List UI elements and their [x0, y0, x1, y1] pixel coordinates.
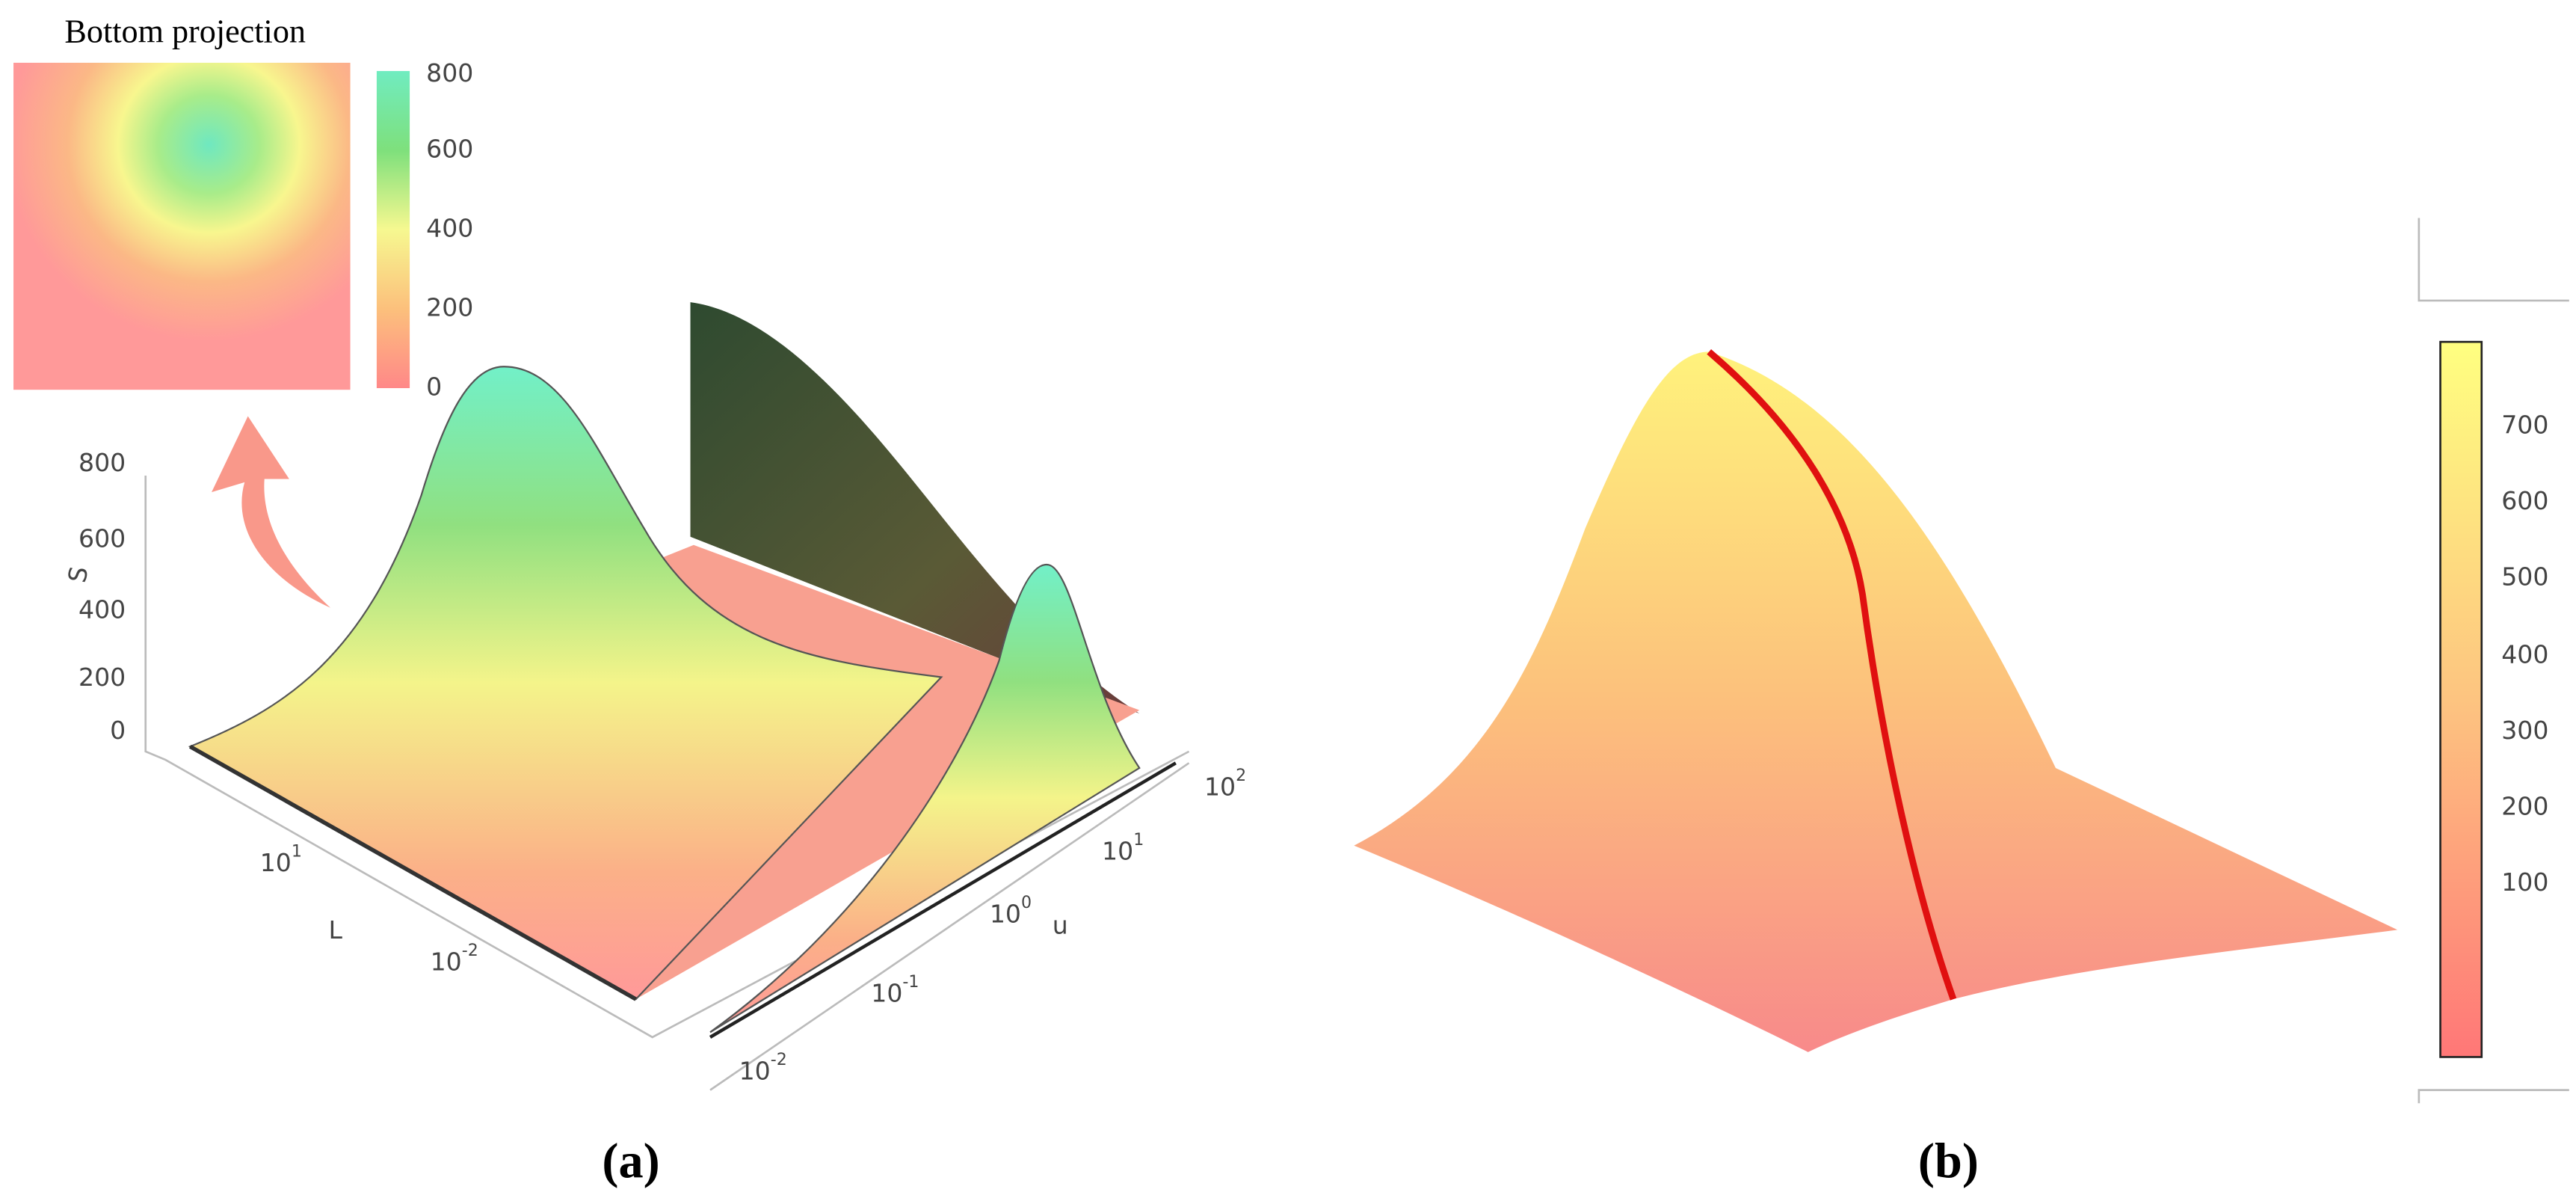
colorbar-tick: 600 [2501, 486, 2548, 515]
colorbar-tick: 600 [426, 134, 473, 163]
ridge-line [1707, 349, 1957, 1001]
colorbar-tick: 100 [2501, 867, 2548, 897]
colorbar-tick: 200 [426, 292, 473, 322]
u-tick: 100 [990, 894, 1032, 928]
colorbar-tick: 300 [2501, 716, 2548, 745]
s-tick: 600 [78, 524, 126, 553]
u-tick: 101 [1102, 831, 1144, 865]
panel-label: (b) [1918, 1134, 1979, 1188]
frame [2418, 218, 2569, 1104]
arrow [212, 416, 331, 608]
colorbar [2439, 340, 2483, 1058]
l-tick: 10-2 [431, 942, 478, 976]
colorbar-tick: 0 [426, 372, 442, 401]
l-tick: 101 [260, 843, 302, 877]
u-tick: 10-1 [871, 973, 919, 1007]
surface [188, 366, 943, 1001]
u-label: u [1053, 910, 1068, 939]
inset-title: Bottom projection [64, 13, 306, 50]
colorbar-tick: 500 [2501, 562, 2548, 591]
u-tick: 10-2 [739, 1051, 787, 1085]
back-projection [690, 302, 1140, 714]
s-tick: 800 [78, 448, 126, 477]
s-tick: 400 [78, 595, 126, 624]
colorbar-tick: 800 [426, 58, 473, 87]
colorbar-tick: 200 [2501, 791, 2548, 820]
s-label: S [62, 564, 93, 584]
s-tick: 200 [78, 663, 126, 692]
small-surface [709, 564, 1141, 1033]
surface [1354, 351, 2398, 1052]
u-tick: 102 [1204, 767, 1246, 801]
panel-label: (a) [602, 1134, 659, 1188]
inset-colorbar [376, 70, 410, 388]
edge [188, 744, 638, 1001]
colorbar-tick: 400 [426, 213, 473, 242]
colorbar-tick: 700 [2501, 410, 2548, 439]
l-label: L [328, 915, 342, 945]
s-tick: 0 [110, 716, 126, 745]
edge [709, 761, 1177, 1039]
heatmap [13, 62, 351, 390]
colorbar-tick: 400 [2501, 639, 2548, 669]
